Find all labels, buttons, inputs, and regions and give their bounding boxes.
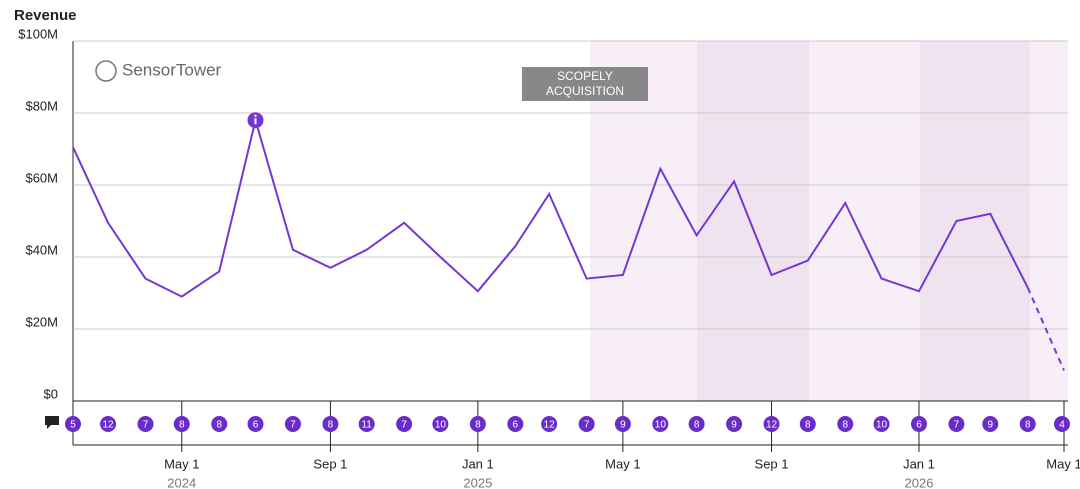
y-tick-label: $60M — [25, 170, 58, 185]
event-marker — [1054, 416, 1070, 432]
event-count: 6 — [253, 420, 259, 431]
y-tick-label: $80M — [25, 98, 58, 113]
x-tick-label: May 1 — [605, 456, 640, 471]
event-count: 12 — [544, 420, 556, 431]
event-count: 11 — [361, 420, 372, 431]
event-marker — [541, 416, 558, 432]
revenue-line — [72, 116, 1029, 298]
event-marker — [358, 416, 375, 432]
event-marker — [322, 416, 339, 432]
comment-icon — [45, 416, 59, 429]
event-count: 10 — [435, 420, 447, 431]
event-marker — [726, 416, 743, 432]
annotation-wrap: SCOPELY ACQUISITION — [545, 69, 624, 98]
event-count: 6 — [513, 420, 519, 431]
event-count: 8 — [842, 420, 848, 431]
y-tick-label: $0 — [44, 386, 58, 401]
event-count: 12 — [766, 420, 778, 431]
event-count: 7 — [954, 420, 960, 431]
event-marker — [396, 416, 413, 432]
year-label: 2025 — [463, 475, 492, 489]
x-tick-label: Sep 1 — [755, 456, 789, 471]
event-marker — [1019, 416, 1036, 432]
event-count: 9 — [620, 420, 626, 431]
event-count: 8 — [216, 420, 222, 431]
event-count: 6 — [916, 420, 922, 431]
event-count: 7 — [143, 420, 149, 431]
event-marker — [247, 416, 264, 432]
annotation-box — [522, 67, 648, 101]
event-marker — [469, 416, 486, 432]
projected-line — [1026, 287, 1065, 371]
event-marker — [948, 416, 965, 432]
highlight-band — [920, 41, 1030, 401]
event-count: 10 — [655, 420, 667, 431]
event-marker — [837, 416, 854, 432]
event-count: 8 — [805, 420, 811, 431]
event-count: 7 — [290, 420, 296, 431]
y-tick-label: $20M — [25, 314, 58, 329]
info-icon — [254, 118, 257, 125]
annotation: SCOPELY ACQUISITION — [545, 69, 624, 98]
event-count: 8 — [328, 420, 334, 431]
event-marker — [578, 416, 595, 432]
event-marker — [873, 416, 890, 432]
event-marker — [982, 416, 999, 432]
event-marker — [910, 416, 927, 432]
event-count: 8 — [475, 420, 481, 431]
event-count: 5 — [70, 420, 76, 431]
x-tick-label: Jan 1 — [462, 456, 494, 471]
y-tick-label: $100M — [18, 26, 58, 41]
event-marker — [763, 416, 780, 432]
event-marker — [65, 416, 81, 432]
year-label: 2024 — [167, 475, 196, 489]
x-tick-label: Jan 1 — [903, 456, 935, 471]
event-marker — [688, 416, 705, 432]
event-marker — [173, 416, 190, 432]
event-marker — [211, 416, 228, 432]
event-marker — [284, 416, 301, 432]
event-count: 10 — [876, 420, 888, 431]
event-marker — [799, 416, 816, 432]
highlight-band — [697, 41, 809, 401]
event-marker — [137, 416, 154, 432]
x-tick-label: May 1 — [164, 456, 199, 471]
event-marker — [100, 416, 117, 432]
event-marker — [614, 416, 631, 432]
event-count: 9 — [987, 420, 993, 431]
chart-title: Revenue — [14, 7, 77, 24]
event-marker — [652, 416, 669, 432]
x-tick-label: May 1 — [1046, 456, 1080, 471]
x-tick-label: Sep 1 — [313, 456, 347, 471]
info-icon — [254, 114, 257, 117]
year-label: 2026 — [905, 475, 934, 489]
y-tick-label: $40M — [25, 242, 58, 257]
event-count: 4 — [1059, 420, 1065, 431]
event-marker — [432, 416, 449, 432]
event-count: 9 — [731, 420, 737, 431]
event-count: 8 — [1025, 420, 1031, 431]
event-count: 12 — [102, 420, 114, 431]
event-count: 7 — [584, 420, 590, 431]
event-marker — [507, 416, 524, 432]
event-count: 8 — [694, 420, 700, 431]
logo-icon — [95, 60, 117, 82]
event-count: 8 — [179, 420, 185, 431]
watermark: SensorTower — [122, 60, 222, 79]
event-count: 7 — [401, 420, 407, 431]
